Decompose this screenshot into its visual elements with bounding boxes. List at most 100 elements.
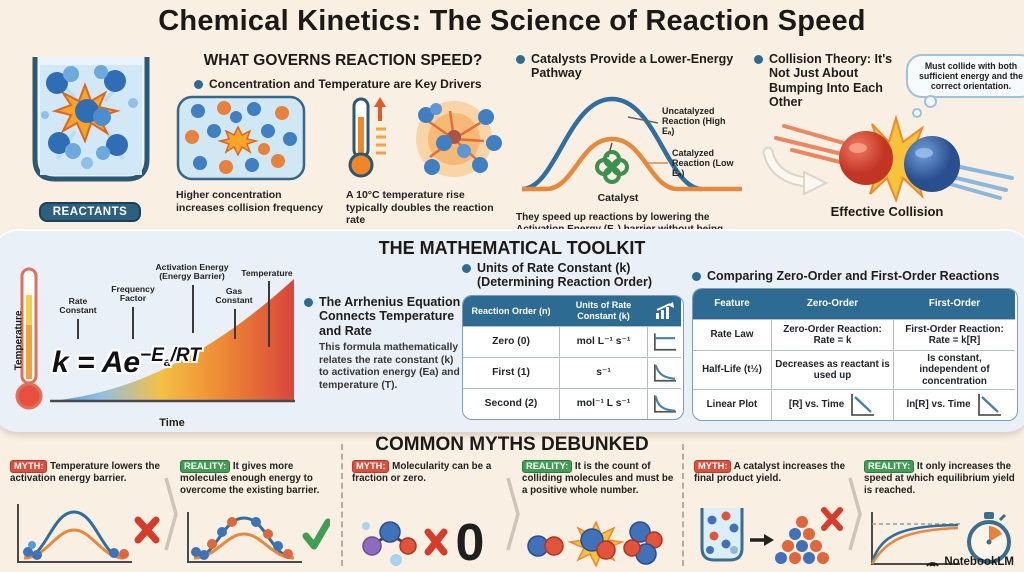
toolkit-band: THE MATHEMATICAL TOOLKIT Temperature (0, 229, 1024, 432)
concentration-caption: Higher concentration increases collision… (176, 189, 324, 214)
arrhenius-equation: k = Ae−Ea/RT (52, 345, 201, 380)
myth-cell: MYTH: Temperature lowers the activation … (10, 460, 162, 568)
effective-collision-caption: Effective Collision (830, 204, 944, 219)
units-cell: mol⁻¹ L s⁻¹ (559, 387, 647, 419)
reality-text: It only increases the speed at which equ… (864, 461, 1015, 497)
uncatalyzed-label: Uncatalyzed Reaction (High Eₐ) (662, 105, 726, 136)
rate-constant-label: Rate Constant (59, 296, 97, 316)
reality-badge: REALITY: (864, 460, 915, 474)
x-mark-icon (821, 507, 843, 531)
arrhenius-body: This formula mathematically relates the … (319, 342, 460, 391)
compare-heading: Comparing Zero-Order and First-Order Rea… (707, 269, 1000, 283)
temperature-caption: A 10°C temperature rise typically double… (346, 189, 494, 227)
catalyst-knot-icon (595, 149, 629, 184)
chart-icon (647, 295, 681, 326)
units-heading: Units of Rate Constant (k) (Determining R… (477, 261, 653, 290)
decay-curve-graph-icon (647, 356, 681, 388)
myth-group-1: MYTH: Temperature lowers the activation … (10, 460, 332, 568)
bullet-dot-icon (194, 80, 203, 89)
reactant-molecules-icon (41, 65, 138, 169)
thermometer-icon (15, 267, 43, 410)
divider (682, 444, 684, 566)
reality-text: It is the count of colliding molecules a… (522, 461, 674, 497)
first-order-header: First-Order (893, 289, 1015, 319)
myth-badge: MYTH: (10, 460, 48, 474)
reality-badge: REALITY: (180, 460, 231, 474)
gas-constant-label: Gas Constant (215, 286, 253, 306)
table-row: Zero (0) mol L⁻¹ s⁻¹ (463, 325, 683, 357)
thermometer-heat-icon (348, 97, 502, 178)
arrhenius-figure: Temperature Time Rate Constant Frequency… (6, 257, 302, 429)
chevron-divider-icon (504, 460, 522, 568)
catalysts-heading-row: Catalysts Provide a Lower-Energy Pathway (516, 52, 748, 81)
table-row: Rate Law Zero-Order Reaction: Rate = k F… (693, 319, 1017, 350)
y-axis-label: Temperature (13, 310, 25, 371)
catalyzed-label: Catalyzed Reaction (Low Eₐ) (672, 147, 734, 178)
governs-panel: WHAT GOVERNS REACTION SPEED? Concentrati… (176, 52, 510, 227)
energy-curves-icon (521, 96, 742, 191)
reality-cell: REALITY: It is the count of colliding mo… (522, 460, 674, 568)
zero-glyph: 0 (456, 514, 485, 568)
catalyst-label: Catalyst (597, 191, 639, 204)
governs-bullet-label: Concentration and Temperature are Key Dr… (209, 77, 482, 91)
temperature-label: Temperature (241, 268, 293, 278)
units-table: Reaction Order (n) Units of Rate Constan… (462, 294, 684, 420)
x-mark-icon (134, 516, 160, 544)
equation-exp: −E (140, 345, 164, 366)
divider (341, 444, 343, 566)
bullet-dot-icon (754, 55, 763, 64)
myth-text: Temperature lowers the activation energy… (10, 461, 160, 485)
table-row: Linear Plot [R] vs. Time ln[R] vs. Time (693, 388, 1017, 420)
myth-group-3: MYTH: A catalyst increases the final pro… (694, 460, 1016, 568)
x-axis-label: Time (159, 417, 185, 429)
table-row: Second (2) mol⁻¹ L s⁻¹ (463, 387, 683, 419)
frequency-factor-label: Frequency Factor (111, 284, 155, 304)
thought-bubble-text: Must collide with both sufficient energy… (918, 61, 1024, 91)
blue-molecule-icon (904, 136, 960, 192)
reality-cell: REALITY: It gives more molecules enough … (180, 460, 332, 568)
notebooklm-logo-icon (926, 562, 940, 567)
down-slope-graph-icon (851, 393, 875, 416)
collision-panel: Collision Theory: It's Not Just About Bu… (754, 52, 1024, 219)
temperature-figure: A 10°C temperature rise typically double… (346, 95, 502, 227)
catalysts-panel: Catalysts Provide a Lower-Energy Pathway… (516, 52, 748, 248)
governs-bullet: Concentration and Temperature are Key Dr… (194, 77, 510, 91)
catalysts-heading: Catalysts Provide a Lower-Energy Pathway (531, 52, 734, 81)
page-title: Chemical Kinetics: The Science of Reacti… (158, 5, 866, 37)
footer-brand: NotebookLM (925, 555, 1014, 568)
myth-text: Molecularity can be a fraction or zero. (352, 461, 492, 485)
order-cell: Second (2) (463, 387, 559, 419)
arrhenius-heading: The Arrhenius Equation Connects Temperat… (319, 295, 461, 338)
concentration-figure: Higher concentration increases collision… (176, 95, 332, 227)
flat-line-graph-icon (647, 325, 681, 357)
units-table-panel: Units of Rate Constant (k) (Determining R… (462, 261, 684, 420)
yield-myth-icon (700, 507, 843, 564)
zero-order-header: Zero-Order (771, 289, 893, 319)
compare-table: Feature Zero-Order First-Order Rate Law … (692, 288, 1018, 421)
toolkit-title: THE MATHEMATICAL TOOLKIT (378, 238, 646, 258)
reactants-beaker-icon (32, 57, 150, 182)
colliding-molecules-icon (527, 520, 663, 568)
bullet-dot-icon (304, 298, 313, 307)
chevron-divider-icon (846, 460, 864, 568)
reality-text: It gives more molecules enough energy to… (180, 461, 320, 497)
equation-sub: a (163, 354, 171, 369)
bullet-dot-icon (692, 272, 701, 281)
table-row: Half-Life (t½) Decreases as reactant is … (693, 350, 1017, 389)
units-col1-header: Reaction Order (n) (463, 295, 559, 326)
molecularity-myth-icon: 0 (362, 514, 485, 568)
myth-badge: MYTH: (352, 460, 390, 474)
governs-heading: WHAT GOVERNS REACTION SPEED? (203, 52, 483, 69)
red-molecule-icon (839, 131, 893, 185)
compare-table-panel: Comparing Zero-Order and First-Order Rea… (692, 269, 1018, 421)
down-slope-graph-icon (977, 393, 1001, 416)
table-row: First (1) s⁻¹ (463, 356, 683, 388)
thought-bubble: Must collide with both sufficient energy… (906, 54, 1024, 118)
concentration-box-icon (176, 95, 306, 181)
reactants-panel: REACTANTS (12, 55, 168, 222)
barrier-reality-icon (187, 512, 330, 563)
units-col2-header: Units of Rate Constant (k) (559, 295, 647, 326)
order-cell: Zero (0) (463, 325, 559, 357)
bullet-dot-icon (516, 55, 525, 64)
